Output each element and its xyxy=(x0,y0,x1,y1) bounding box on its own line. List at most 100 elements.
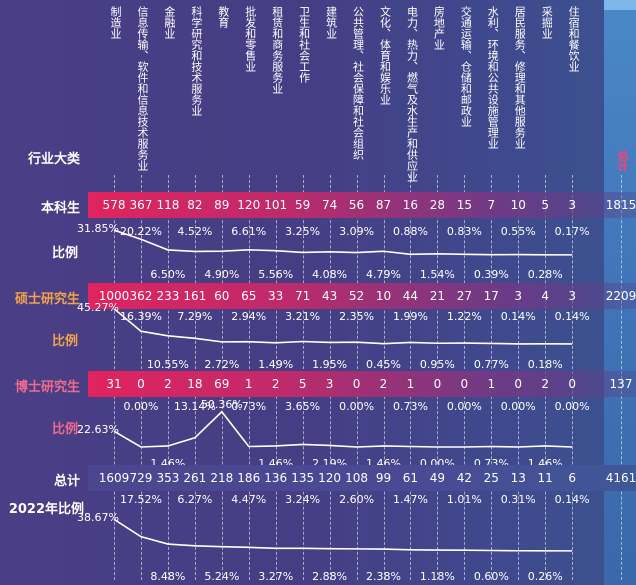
count-value: 10 xyxy=(375,289,392,303)
category-header: 公共管理、社会保障和社会组织 xyxy=(351,6,365,160)
ratio-label: 比例 xyxy=(51,334,78,349)
count-value: 118 xyxy=(156,198,180,212)
ratio-value: 0.00% xyxy=(500,400,536,413)
count-value: 2209 xyxy=(605,289,636,303)
ratio-value: 6.50% xyxy=(150,268,186,281)
ratio-value: 3.09% xyxy=(339,225,375,238)
category-header: 采掘业 xyxy=(540,6,554,39)
count-value: 65 xyxy=(241,289,257,303)
ratio-value: 13.14% xyxy=(173,400,216,413)
count-value: 5 xyxy=(298,377,307,391)
ratio-value: 0.00% xyxy=(339,400,375,413)
row-band xyxy=(88,283,636,309)
ratio-value: 2.88% xyxy=(312,570,348,583)
count-value: 1815 xyxy=(605,198,636,212)
ratio-value: 1.99% xyxy=(392,310,428,323)
ratio-value: 0.95% xyxy=(419,358,455,371)
count-value: 137 xyxy=(609,377,633,391)
ratio-value: 4.52% xyxy=(177,225,213,238)
row-band xyxy=(88,371,636,397)
count-value: 578 xyxy=(102,198,126,212)
count-value: 27 xyxy=(456,289,472,303)
count-value: 3 xyxy=(514,289,523,303)
ratio-value: 2.72% xyxy=(204,358,240,371)
count-value: 7 xyxy=(487,198,496,212)
ratio-value: 6.61% xyxy=(231,225,267,238)
count-value: 186 xyxy=(237,471,261,485)
ratio-value: 3.65% xyxy=(285,400,321,413)
count-value: 3 xyxy=(568,289,576,303)
count-value: 233 xyxy=(156,289,180,303)
category-header: 批发和零售业 xyxy=(243,6,257,72)
ratio-value: 4.47% xyxy=(231,493,267,506)
ratio-value: 1.95% xyxy=(312,358,348,371)
count-value: 218 xyxy=(210,471,234,485)
count-value: 4161 xyxy=(605,471,636,485)
category-header: 文化、体育和娱乐业 xyxy=(378,6,392,105)
count-value: 101 xyxy=(264,198,288,212)
ratio-value: 5.24% xyxy=(204,570,240,583)
count-value: 1000 xyxy=(98,289,130,303)
count-value: 367 xyxy=(129,198,153,212)
count-value: 3 xyxy=(325,377,334,391)
count-value: 353 xyxy=(156,471,180,485)
ratio-value: 0.14% xyxy=(554,493,590,506)
count-value: 2 xyxy=(164,377,172,391)
ratio-value: 3.21% xyxy=(285,310,321,323)
ratio-value: 1.54% xyxy=(419,268,455,281)
ratio-value: 0.00% xyxy=(554,400,590,413)
count-value: 108 xyxy=(345,471,368,485)
count-value: 2 xyxy=(271,377,280,391)
ratio-value: 0.55% xyxy=(500,225,536,238)
ratio-value: 0.60% xyxy=(473,570,509,583)
count-value: 10 xyxy=(510,198,526,212)
category-header: 卫生和社会工作 xyxy=(297,6,311,83)
ratio-value: 8.48% xyxy=(150,570,186,583)
count-value: 3 xyxy=(568,198,576,212)
count-value: 5 xyxy=(541,198,549,212)
row-band xyxy=(88,465,636,491)
ratio-line xyxy=(113,229,573,256)
category-header: 住宿和餐饮业 xyxy=(567,6,581,72)
ratio-value: 50.36% xyxy=(200,397,243,411)
ratio-value: 0.00% xyxy=(446,400,482,413)
ratio-value: 3.27% xyxy=(258,570,294,583)
ratio-value: 1.22% xyxy=(446,310,482,323)
count-value: 59 xyxy=(295,198,311,212)
category-header: 建筑业 xyxy=(324,6,338,39)
ratio-value: 5.56% xyxy=(258,268,294,281)
count-value: 44 xyxy=(402,289,419,303)
count-value: 0 xyxy=(514,377,523,391)
row-label: 博士研究生 xyxy=(14,380,80,395)
count-value: 71 xyxy=(295,289,311,303)
count-value: 1609 xyxy=(98,471,130,485)
category-header: 信息传输、软件和信息技术服务业 xyxy=(135,6,149,171)
ratio-value: 0.28% xyxy=(527,268,563,281)
row-band xyxy=(88,192,636,218)
category-header: 制造业 xyxy=(109,6,122,39)
ratio-value: 4.79% xyxy=(366,268,401,281)
ratio-value: 0.77% xyxy=(473,358,509,371)
count-value: 0 xyxy=(137,377,145,391)
ratio-value: 0.14% xyxy=(554,310,590,323)
category-header: 电力、热力、燃气及水生产和供应业 xyxy=(405,6,419,182)
ratio-value: 0.31% xyxy=(500,493,536,506)
count-value: 120 xyxy=(237,198,261,212)
ratio-value: 7.29% xyxy=(177,310,213,323)
count-value: 74 xyxy=(321,198,338,212)
ratio-value: 10.55% xyxy=(146,358,189,371)
count-value: 135 xyxy=(291,471,315,485)
count-value: 362 xyxy=(129,289,153,303)
count-value: 56 xyxy=(348,198,365,212)
ratio-value: 0.73% xyxy=(231,400,267,413)
ratio-value: 4.08% xyxy=(312,268,348,281)
count-value: 43 xyxy=(321,289,338,303)
count-value: 82 xyxy=(187,198,203,212)
ratio-value: 20.22% xyxy=(119,225,162,238)
category-header: 水利、环境和公共设施管理业 xyxy=(486,6,500,149)
count-value: 17 xyxy=(483,289,499,303)
count-value: 69 xyxy=(214,377,230,391)
ratio-value: 0.26% xyxy=(527,570,563,583)
